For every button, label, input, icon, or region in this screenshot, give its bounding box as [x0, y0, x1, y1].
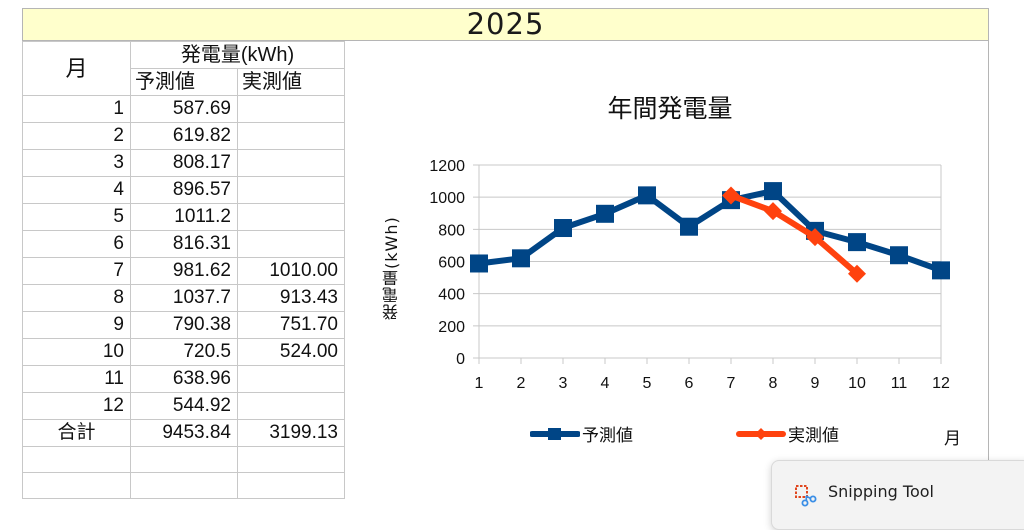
- series-line-actual[interactable]: [728, 192, 860, 277]
- empty-cell[interactable]: [237, 472, 345, 499]
- table-row: 9 790.38 751.70: [22, 311, 345, 339]
- y-tick-label: 600: [438, 255, 465, 272]
- forecast-cell[interactable]: 790.38: [130, 311, 238, 339]
- month-cell[interactable]: 10: [22, 338, 131, 366]
- empty-cell[interactable]: [22, 446, 131, 473]
- square-marker-icon[interactable]: [764, 182, 782, 201]
- total-row: 合計 9453.84 3199.13: [22, 419, 345, 447]
- legend-actual: 実測値: [736, 421, 839, 446]
- year-title-cell[interactable]: 2025: [22, 8, 989, 41]
- forecast-cell[interactable]: 981.62: [130, 257, 238, 285]
- x-axis-label: 月: [944, 429, 961, 449]
- series-line-forecast[interactable]: [476, 188, 944, 274]
- square-marker-icon[interactable]: [470, 254, 488, 273]
- y-tick-label: 1200: [429, 158, 465, 175]
- square-marker-icon[interactable]: [680, 217, 698, 236]
- y-tick-label: 200: [438, 319, 465, 336]
- actual-cell[interactable]: 1010.00: [237, 257, 345, 285]
- forecast-cell[interactable]: 808.17: [130, 149, 238, 177]
- table-row: 10 720.5 524.00: [22, 338, 345, 366]
- month-cell[interactable]: 6: [22, 230, 131, 258]
- diamond-marker-icon[interactable]: [722, 186, 740, 205]
- table-row: 4 896.57: [22, 176, 345, 204]
- x-tick-label: 2: [517, 375, 526, 392]
- sheet-right-border: [988, 41, 989, 466]
- square-marker-icon[interactable]: [848, 233, 866, 252]
- table-row: 3 808.17: [22, 149, 345, 177]
- square-marker-icon[interactable]: [638, 186, 656, 205]
- square-marker-icon[interactable]: [932, 261, 950, 280]
- empty-row: [22, 446, 345, 473]
- diamond-marker-icon[interactable]: [848, 264, 866, 283]
- table-row: 6 816.31: [22, 230, 345, 258]
- forecast-cell[interactable]: 587.69: [130, 95, 238, 123]
- x-tick-label: 5: [643, 375, 652, 392]
- square-marker-icon[interactable]: [512, 249, 530, 268]
- x-tick-label: 4: [601, 375, 610, 392]
- forecast-cell[interactable]: 1011.2: [130, 203, 238, 231]
- actual-cell[interactable]: 913.43: [237, 284, 345, 312]
- table-row: 2 619.82: [22, 122, 345, 150]
- forecast-header[interactable]: 予測値: [130, 68, 238, 96]
- square-marker-icon[interactable]: [554, 219, 572, 238]
- legend-actual-label: 実測値: [788, 426, 839, 446]
- snipping-tool-label: Snipping Tool: [828, 482, 934, 501]
- x-tick-label: 7: [727, 375, 736, 392]
- month-cell[interactable]: 8: [22, 284, 131, 312]
- snipping-tool-notification[interactable]: Snipping Tool: [771, 460, 1024, 530]
- x-tick-label: 9: [811, 375, 820, 392]
- month-cell[interactable]: 3: [22, 149, 131, 177]
- actual-cell[interactable]: 751.70: [237, 311, 345, 339]
- table-row: 1 587.69: [22, 95, 345, 123]
- generation-header[interactable]: 発電量(kWh): [130, 41, 345, 69]
- square-marker-icon[interactable]: [890, 246, 908, 265]
- x-tick-label: 6: [685, 375, 694, 392]
- table-row: 8 1037.7 913.43: [22, 284, 345, 312]
- table-row: 12 544.92: [22, 392, 345, 420]
- total-forecast-cell[interactable]: 9453.84: [130, 419, 238, 447]
- actual-cell[interactable]: [237, 392, 345, 420]
- legend-square-marker-icon: [530, 427, 580, 440]
- chart-title: 年間発電量: [607, 94, 733, 123]
- total-actual-cell[interactable]: 3199.13: [237, 419, 345, 447]
- diamond-marker-icon[interactable]: [764, 202, 782, 221]
- month-cell[interactable]: 4: [22, 176, 131, 204]
- legend-diamond-marker-icon: [736, 427, 786, 440]
- y-tick-label: 400: [438, 287, 465, 304]
- forecast-cell[interactable]: 720.5: [130, 338, 238, 366]
- legend-forecast: 予測値: [530, 421, 633, 446]
- square-marker-icon[interactable]: [596, 204, 614, 223]
- y-tick-label: 0: [456, 351, 465, 368]
- legend-forecast-label: 予測値: [582, 426, 633, 446]
- x-tick-label: 3: [559, 375, 568, 392]
- x-tick-label: 11: [891, 375, 908, 392]
- x-tick-label: 12: [932, 375, 950, 392]
- table-row: 11 638.96: [22, 365, 345, 393]
- y-tick-label: 1000: [429, 190, 465, 207]
- x-tick-label: 1: [475, 375, 484, 392]
- month-cell[interactable]: 5: [22, 203, 131, 231]
- x-tick-label: 10: [848, 375, 866, 392]
- empty-cell[interactable]: [130, 472, 238, 499]
- diamond-marker-icon[interactable]: [806, 228, 824, 247]
- empty-row: [22, 472, 345, 499]
- actual-cell[interactable]: [237, 122, 345, 150]
- forecast-cell[interactable]: 544.92: [130, 392, 238, 420]
- y-tick-label: 800: [438, 222, 465, 239]
- power-table: 月 発電量(kWh) 予測値 実測値 1 587.69 2 619.82 3 808.17…: [22, 41, 345, 499]
- forecast-cell[interactable]: 896.57: [130, 176, 238, 204]
- snipping-tool-icon: [795, 485, 817, 507]
- empty-cell[interactable]: [130, 446, 238, 473]
- month-cell[interactable]: 12: [22, 392, 131, 420]
- actual-cell[interactable]: [237, 230, 345, 258]
- forecast-cell[interactable]: 638.96: [130, 365, 238, 393]
- month-header[interactable]: 月: [22, 41, 131, 96]
- x-tick-label: 8: [769, 375, 778, 392]
